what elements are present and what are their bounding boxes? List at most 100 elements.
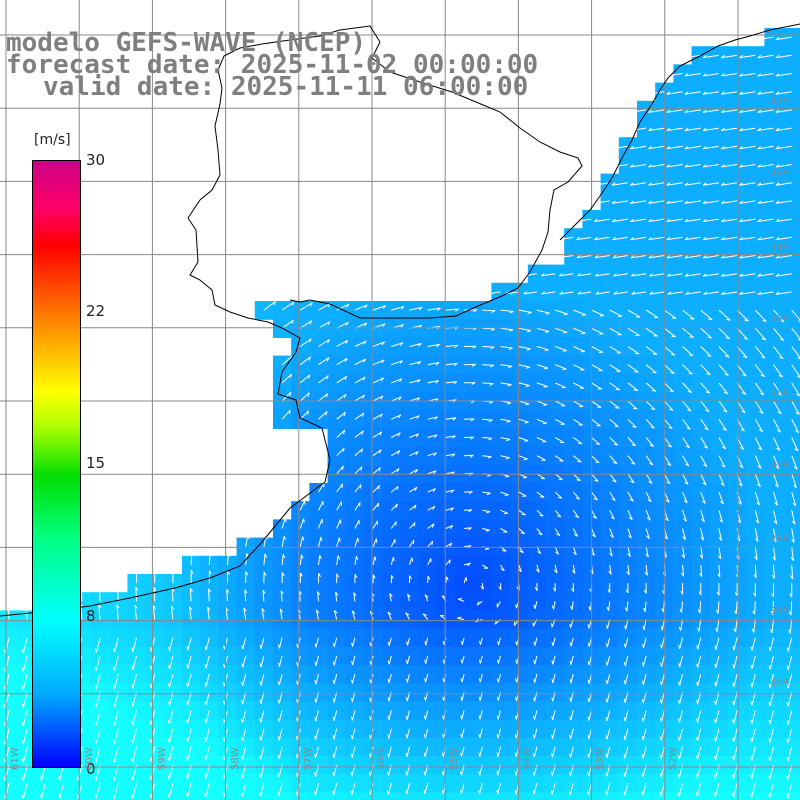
wind-vector-head xyxy=(797,357,800,360)
wind-vector xyxy=(281,554,284,565)
wind-vector xyxy=(536,327,550,332)
wind-speed-cell xyxy=(673,137,693,156)
wind-vector xyxy=(642,783,647,796)
wind-vector xyxy=(680,619,683,631)
lon-label: 61W xyxy=(10,747,21,770)
wind-vector-head xyxy=(757,36,762,40)
wind-vector xyxy=(715,637,720,650)
wind-vector-head xyxy=(595,291,600,295)
wind-vector-head xyxy=(259,681,262,686)
wind-vector xyxy=(406,710,410,720)
wind-vector-head xyxy=(241,755,243,760)
wind-vector-head xyxy=(343,412,346,417)
wind-vector xyxy=(627,510,633,520)
wind-vector-head xyxy=(714,792,716,797)
wind-vector xyxy=(685,273,701,277)
wind-vector-head xyxy=(319,555,322,560)
wind-vector xyxy=(336,465,344,475)
wind-vector xyxy=(500,382,512,386)
wind-vector xyxy=(627,382,639,391)
wind-vector xyxy=(132,710,137,726)
wind-vector-head xyxy=(488,419,493,423)
wind-vector-head xyxy=(189,606,193,611)
wind-vector-head xyxy=(296,717,298,722)
wind-vector-head xyxy=(360,448,364,453)
wind-vector xyxy=(682,455,690,467)
wind-vector xyxy=(791,437,799,452)
wind-vector xyxy=(703,127,719,132)
wind-vector xyxy=(168,710,174,725)
wind-speed-cell xyxy=(309,483,329,502)
wind-speed-cell xyxy=(509,792,529,800)
wind-vector-head xyxy=(21,685,24,690)
wind-vector xyxy=(487,291,501,295)
wind-vector-head xyxy=(296,662,299,667)
wind-vector-head xyxy=(470,418,475,422)
wind-vector-head xyxy=(725,337,730,340)
wind-speed-cell xyxy=(309,574,329,593)
wind-vector-head xyxy=(186,664,189,669)
wind-vector xyxy=(627,473,635,484)
wind-vector-head xyxy=(369,716,372,721)
wind-vector xyxy=(684,73,701,77)
wind-vector-head xyxy=(364,304,368,309)
wind-vector-head xyxy=(537,551,542,555)
wind-vector-head xyxy=(798,320,800,322)
wind-vector xyxy=(427,505,436,511)
wind-vector xyxy=(281,535,285,547)
wind-vector-head xyxy=(338,537,341,542)
wind-vector xyxy=(773,382,783,396)
wind-vector xyxy=(22,673,28,690)
wind-vector xyxy=(22,710,28,727)
wind-vector-head xyxy=(519,550,524,554)
wind-speed-cell xyxy=(764,100,784,120)
wind-vector-head xyxy=(677,792,680,797)
wind-vector-head xyxy=(768,720,771,725)
wind-vector-head xyxy=(472,345,477,349)
wind-vector xyxy=(409,539,415,547)
wind-vector-head xyxy=(587,679,590,684)
lon-label: 60W xyxy=(84,747,95,770)
wind-speed-cell xyxy=(673,264,693,284)
wind-vector xyxy=(281,319,294,329)
wind-vector-head xyxy=(641,772,644,778)
wind-speed-cell xyxy=(364,501,383,520)
wind-vector-head xyxy=(247,535,250,540)
wind-vector xyxy=(482,418,493,421)
wind-vector xyxy=(497,710,501,720)
wind-vector xyxy=(205,710,210,724)
wind-vector-head xyxy=(649,291,654,295)
wind-vector-head xyxy=(775,55,780,59)
wind-vector-head xyxy=(320,536,323,542)
wind-vector-head xyxy=(522,273,527,277)
wind-vector-head xyxy=(715,609,719,614)
wind-vector xyxy=(391,306,405,311)
wind-vector-head xyxy=(629,145,634,150)
wind-vector-head xyxy=(170,605,175,610)
wind-vector-head xyxy=(642,662,644,667)
wind-speed-cell xyxy=(691,264,711,284)
wind-vector-head xyxy=(399,378,403,383)
wind-vector-head xyxy=(435,380,439,384)
wind-vector-head xyxy=(40,776,42,781)
wind-vector-head xyxy=(418,306,423,311)
wind-vector-head xyxy=(732,719,735,724)
wind-vector-head xyxy=(277,680,280,686)
wind-vector xyxy=(205,655,210,669)
wind-vector xyxy=(661,673,665,686)
wind-vector-head xyxy=(409,575,412,580)
wind-vector-head xyxy=(670,353,675,356)
wind-vector-head xyxy=(303,518,305,523)
wind-vector-head xyxy=(697,627,700,632)
wind-vector-head xyxy=(721,291,725,295)
colorbar-unit: [m/s] xyxy=(34,132,71,148)
wind-speed-cell xyxy=(746,46,765,65)
wind-vector xyxy=(649,273,665,277)
wind-vector-head xyxy=(289,373,292,379)
wind-vector-head xyxy=(532,752,535,758)
wind-vector xyxy=(427,558,432,566)
wind-vector-head xyxy=(551,678,554,684)
wind-vector xyxy=(479,673,483,683)
wind-vector xyxy=(554,437,565,444)
wind-vector-head xyxy=(720,145,725,150)
